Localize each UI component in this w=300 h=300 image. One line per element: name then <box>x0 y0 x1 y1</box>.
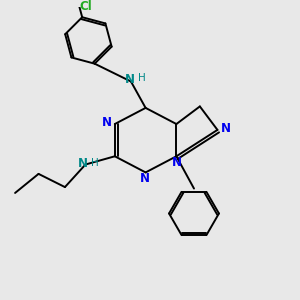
Text: N: N <box>78 157 88 170</box>
Text: N: N <box>172 156 182 169</box>
Text: N: N <box>140 172 150 185</box>
Text: H: H <box>138 73 146 83</box>
Text: Cl: Cl <box>80 0 92 13</box>
Text: N: N <box>124 73 134 86</box>
Text: N: N <box>102 116 112 129</box>
Text: H: H <box>91 158 99 168</box>
Text: N: N <box>221 122 231 135</box>
